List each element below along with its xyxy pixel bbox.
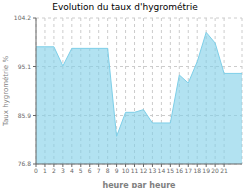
svg-text:18: 18: [193, 167, 201, 174]
svg-text:15: 15: [167, 167, 175, 174]
svg-text:20: 20: [211, 167, 219, 174]
svg-text:14: 14: [158, 167, 166, 174]
svg-text:76.8: 76.8: [18, 160, 32, 167]
svg-text:6: 6: [88, 167, 92, 174]
svg-text:5: 5: [79, 167, 83, 174]
svg-text:2: 2: [52, 167, 56, 174]
svg-text:17: 17: [184, 167, 192, 174]
svg-text:heure par heure: heure par heure: [102, 181, 176, 188]
svg-text:4: 4: [70, 167, 74, 174]
svg-text:104.2: 104.2: [14, 14, 31, 21]
svg-text:13: 13: [149, 167, 157, 174]
svg-text:Taux hygrométrie %: Taux hygrométrie %: [8, 56, 10, 127]
html-text:Evolution du taux d'hygrométri: Evolution du taux d'hygrométrie: [52, 2, 198, 12]
svg-text:0: 0: [34, 167, 38, 174]
svg-text:85.9: 85.9: [18, 112, 32, 119]
svg-text:21: 21: [220, 167, 228, 174]
svg-text:10: 10: [122, 167, 130, 174]
svg-text:7: 7: [97, 167, 101, 174]
svg-text:8: 8: [106, 167, 110, 174]
svg-text:1: 1: [43, 167, 47, 174]
svg-text:11: 11: [131, 167, 139, 174]
svg-text:12: 12: [140, 167, 148, 174]
svg-text:19: 19: [202, 167, 210, 174]
svg-text:16: 16: [175, 167, 183, 174]
svg-text:3: 3: [61, 167, 65, 174]
svg-text:9: 9: [115, 167, 119, 174]
svg-text:95.1: 95.1: [18, 63, 32, 70]
